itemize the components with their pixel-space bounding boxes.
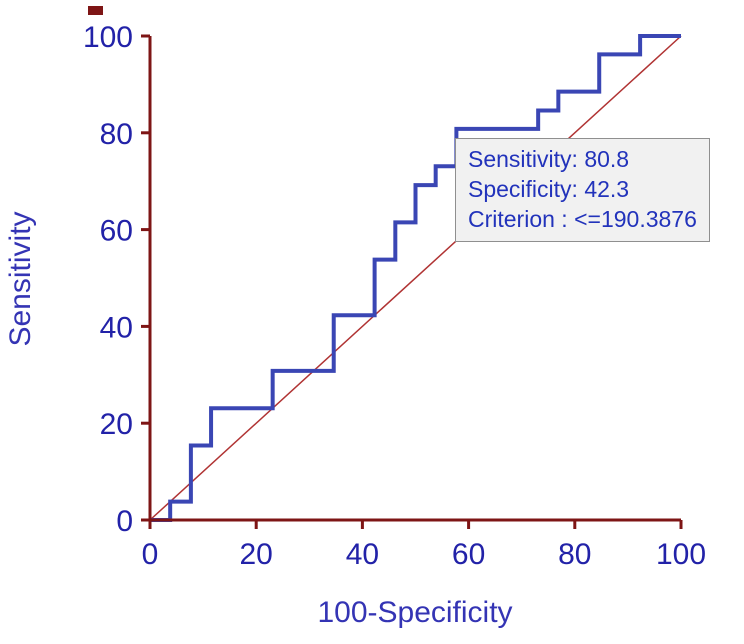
x-axis-title: 100-Specificity xyxy=(317,596,512,629)
x-tick-label: 80 xyxy=(558,538,591,571)
x-tick-label: 60 xyxy=(452,538,485,571)
reference-diagonal-line xyxy=(149,35,682,521)
y-tick-label: 60 xyxy=(100,215,133,248)
roc-curve xyxy=(150,34,681,522)
annotation-line-criterion: Criterion : <=190.3876 xyxy=(468,206,697,232)
annotation-box: Sensitivity: 80.8 Specificity: 42.3 Crit… xyxy=(455,138,710,242)
y-tick-label: 80 xyxy=(100,118,133,151)
y-tick-label: 100 xyxy=(83,21,133,54)
x-tick-label: 100 xyxy=(656,538,706,571)
y-axis-title: Sensitivity xyxy=(4,211,37,346)
y-tick-label: 0 xyxy=(116,505,133,538)
x-tick-label: 40 xyxy=(346,538,379,571)
x-tick-label: 0 xyxy=(142,538,159,571)
y-tick-label: 20 xyxy=(100,408,133,441)
x-tick-label: 20 xyxy=(240,538,273,571)
corner-mark xyxy=(88,6,103,15)
annotation-line-specificity: Specificity: 42.3 xyxy=(468,176,630,202)
annotation-line-sensitivity: Sensitivity: 80.8 xyxy=(468,146,630,172)
y-tick-label: 40 xyxy=(100,311,133,344)
